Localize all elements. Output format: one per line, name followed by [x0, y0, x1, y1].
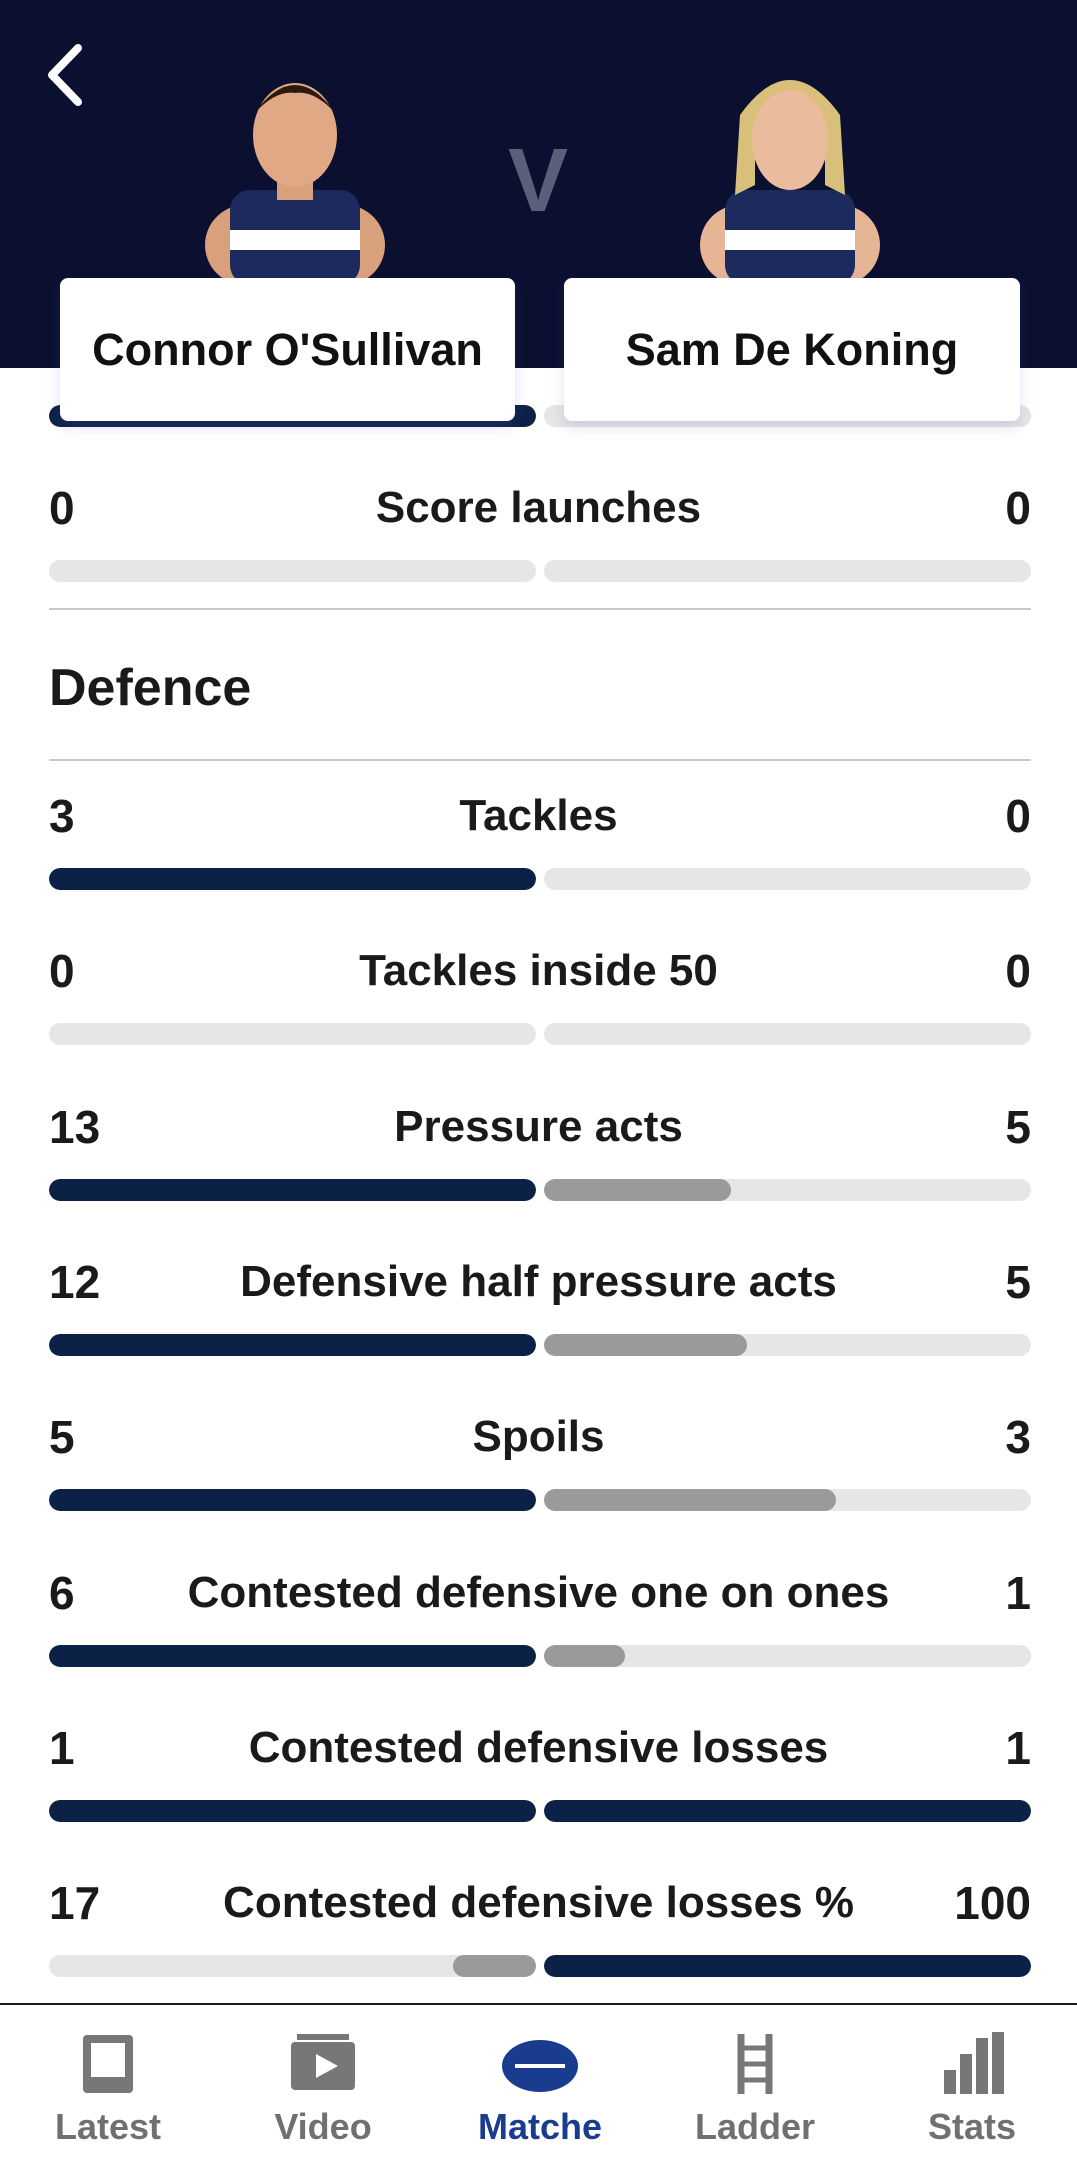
bar-fill — [544, 1489, 837, 1512]
nav-label[interactable]: Stats — [927, 2106, 1017, 2147]
bar-track — [544, 560, 1031, 582]
left-value: 17 — [49, 1877, 101, 1930]
back-button[interactable] — [40, 40, 90, 110]
bar-track — [544, 868, 1031, 890]
left-value: 0 — [49, 945, 75, 998]
left-value: 3 — [49, 790, 75, 842]
left-value: 6 — [49, 1566, 75, 1619]
bar-track — [544, 1799, 1031, 1822]
bar-fill — [49, 868, 536, 890]
player-name[interactable]: Connor O'Sullivan — [60, 278, 515, 421]
left-value: 1 — [49, 1721, 75, 1774]
bar-track — [544, 1333, 1031, 1356]
bar-track — [544, 1489, 1031, 1512]
stat-label: Contested defensive one on ones — [187, 1567, 890, 1617]
bar-fill — [49, 1644, 536, 1667]
bar-track — [49, 1178, 536, 1201]
bar-track — [49, 1489, 536, 1512]
stat-label: Tackles inside 50 — [359, 946, 718, 996]
bar-track — [49, 1333, 536, 1356]
player-photo — [205, 83, 385, 278]
divider — [49, 608, 1031, 610]
stat-label: Score launches — [375, 483, 702, 532]
left-value: 12 — [49, 1255, 101, 1308]
player-photo — [700, 80, 880, 278]
bar-fill — [544, 1644, 626, 1667]
bar-track — [49, 1644, 536, 1667]
bar-fill — [544, 1333, 747, 1356]
player-name[interactable]: Sam De Koning — [564, 278, 1020, 421]
nav-icons — [83, 2032, 1004, 2094]
right-value: 5 — [1005, 1255, 1031, 1308]
divider — [49, 759, 1031, 761]
section-title: Defence — [49, 659, 252, 717]
bar-track — [49, 560, 536, 582]
nav-label[interactable]: Video — [274, 2106, 372, 2147]
versus: V — [508, 131, 569, 231]
stat-label: Tackles — [459, 791, 618, 840]
bar-track — [49, 1955, 536, 1978]
nav-label[interactable]: Matche — [477, 2106, 603, 2147]
stat-label: Contested defensive losses — [248, 1722, 829, 1772]
right-value: 5 — [1005, 1100, 1031, 1153]
bar-track — [544, 1023, 1031, 1046]
bar-track — [544, 1178, 1031, 1201]
nav-label[interactable]: Latest — [54, 2106, 162, 2147]
left-value: 13 — [49, 1100, 101, 1153]
bar-track — [49, 1023, 536, 1046]
stat-label: Spoils — [472, 1412, 605, 1462]
bar-fill — [544, 1178, 732, 1201]
bar-track — [544, 1644, 1031, 1667]
stat-label: Contested defensive losses % — [223, 1878, 854, 1928]
stat-label: Pressure acts — [394, 1101, 683, 1151]
left-value: 0 — [49, 482, 75, 534]
right-value: 0 — [1005, 945, 1031, 998]
bar-fill — [49, 1799, 536, 1822]
bar-fill — [49, 1489, 536, 1512]
right-value: 0 — [1005, 482, 1031, 534]
right-value: 1 — [1005, 1721, 1031, 1774]
right-value: 100 — [954, 1877, 1031, 1930]
left-value: 5 — [49, 1411, 75, 1464]
right-value: 0 — [1005, 790, 1031, 842]
nav-label[interactable]: Ladder — [694, 2106, 816, 2147]
bar-track — [544, 1955, 1031, 1978]
right-value: 1 — [1005, 1566, 1031, 1619]
bar-fill — [49, 1333, 536, 1356]
right-value: 3 — [1005, 1411, 1031, 1464]
bar-fill — [544, 1799, 1031, 1822]
bar-fill — [453, 1955, 536, 1978]
stat-label: Defensive half pressure acts — [240, 1256, 837, 1306]
bar-fill — [49, 1178, 536, 1201]
bar-fill — [544, 1955, 1031, 1978]
bar-track — [49, 1799, 536, 1822]
bar-track — [49, 868, 536, 890]
